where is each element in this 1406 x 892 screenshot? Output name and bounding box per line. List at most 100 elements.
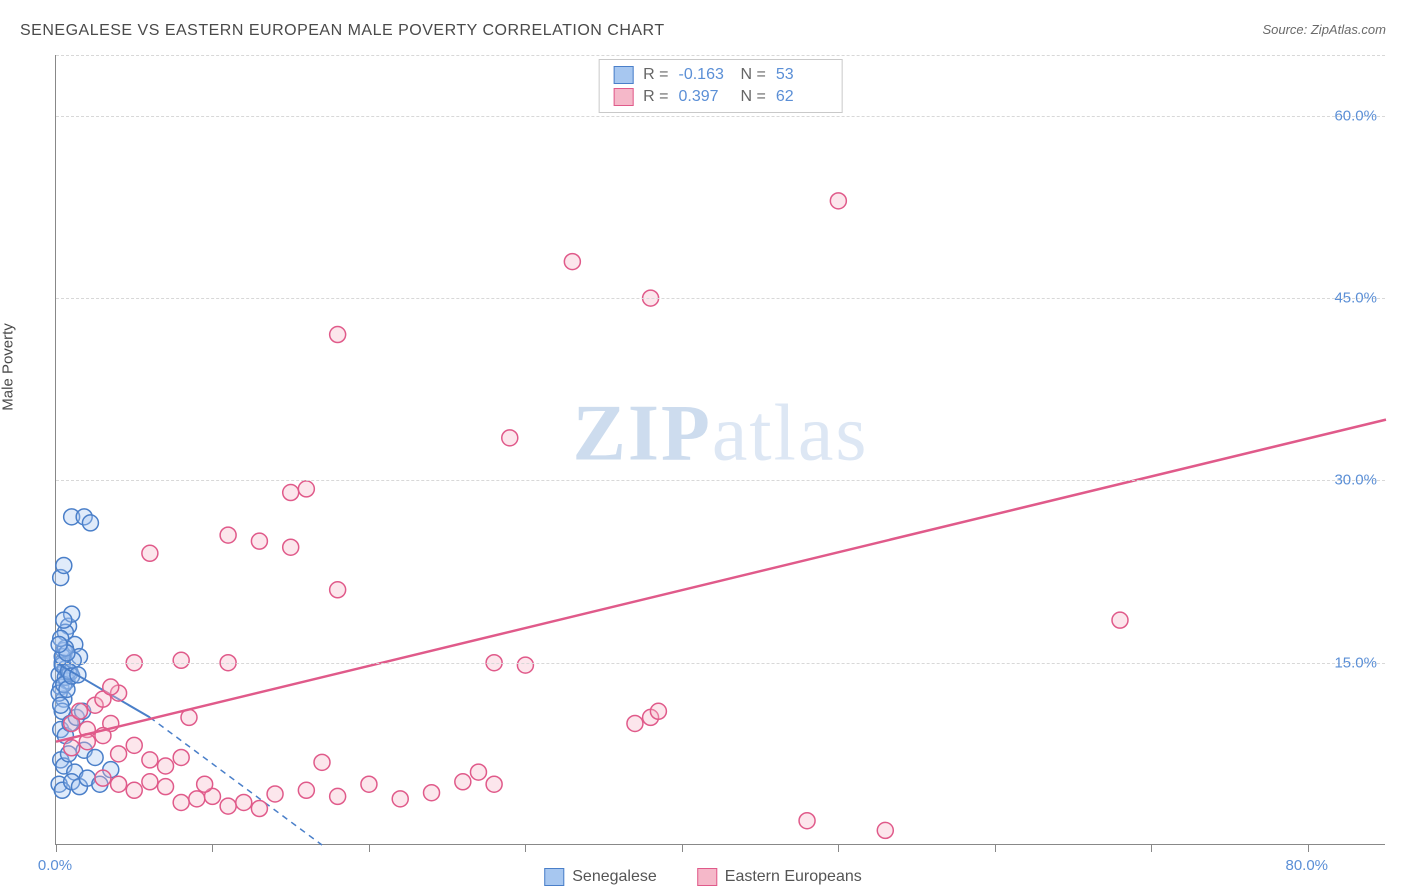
- scatter-point: [236, 794, 252, 810]
- scatter-point: [251, 533, 267, 549]
- scatter-point: [142, 752, 158, 768]
- scatter-point: [111, 776, 127, 792]
- series-legend: Senegalese Eastern Europeans: [544, 868, 862, 886]
- legend-label-senegalese: Senegalese: [572, 868, 657, 886]
- trend-line: [56, 420, 1386, 742]
- legend-row-eastern-european: R = 0.397 N = 62: [613, 88, 828, 106]
- r-value-senegalese: -0.163: [679, 66, 731, 84]
- swatch-senegalese: [544, 868, 564, 886]
- n-label: N =: [741, 88, 766, 106]
- scatter-point: [424, 785, 440, 801]
- scatter-point: [799, 813, 815, 829]
- source-name: ZipAtlas.com: [1311, 22, 1386, 37]
- scatter-point: [330, 582, 346, 598]
- scatter-point: [330, 788, 346, 804]
- n-value-senegalese: 53: [776, 66, 828, 84]
- x-tick: [212, 844, 213, 852]
- x-tick: [525, 844, 526, 852]
- scatter-point: [283, 485, 299, 501]
- x-tick-label: 0.0%: [38, 857, 72, 874]
- gridline: [56, 480, 1385, 481]
- scatter-point: [82, 515, 98, 531]
- swatch-senegalese: [613, 66, 633, 84]
- scatter-point: [64, 740, 80, 756]
- n-label: N =: [741, 66, 766, 84]
- scatter-point: [392, 791, 408, 807]
- n-value-eastern-european: 62: [776, 88, 828, 106]
- y-tick-label: 45.0%: [1334, 290, 1377, 307]
- scatter-point: [627, 715, 643, 731]
- scatter-point: [103, 679, 119, 695]
- scatter-point: [197, 776, 213, 792]
- gridline: [56, 663, 1385, 664]
- scatter-point: [517, 657, 533, 673]
- scatter-point: [267, 786, 283, 802]
- y-axis-label: Male Poverty: [0, 323, 17, 411]
- plot-area: ZIPatlas R = -0.163 N = 53 R = 0.397 N =…: [55, 55, 1385, 845]
- scatter-point: [142, 774, 158, 790]
- scatter-point: [111, 746, 127, 762]
- gridline: [56, 116, 1385, 117]
- chart-title: SENEGALESE VS EASTERN EUROPEAN MALE POVE…: [20, 22, 665, 40]
- scatter-point: [95, 770, 111, 786]
- scatter-point: [1112, 612, 1128, 628]
- scatter-point: [56, 612, 72, 628]
- x-tick: [682, 844, 683, 852]
- scatter-point: [298, 782, 314, 798]
- r-value-eastern-european: 0.397: [679, 88, 731, 106]
- legend-row-senegalese: R = -0.163 N = 53: [613, 66, 828, 84]
- scatter-point: [220, 527, 236, 543]
- correlation-legend: R = -0.163 N = 53 R = 0.397 N = 62: [598, 59, 843, 113]
- scatter-point: [53, 697, 69, 713]
- scatter-point: [126, 737, 142, 753]
- scatter-point: [502, 430, 518, 446]
- legend-item-senegalese: Senegalese: [544, 868, 657, 886]
- scatter-point: [173, 749, 189, 765]
- x-tick: [995, 844, 996, 852]
- x-tick: [838, 844, 839, 852]
- scatter-point: [564, 254, 580, 270]
- scatter-point: [56, 557, 72, 573]
- source-attribution: Source: ZipAtlas.com: [1262, 22, 1386, 37]
- r-label: R =: [643, 88, 668, 106]
- x-tick-label: 80.0%: [1285, 857, 1328, 874]
- scatter-point: [455, 774, 471, 790]
- scatter-point: [220, 798, 236, 814]
- scatter-point: [298, 481, 314, 497]
- x-tick: [1151, 844, 1152, 852]
- scatter-point: [650, 703, 666, 719]
- scatter-point: [189, 791, 205, 807]
- scatter-point: [361, 776, 377, 792]
- chart-svg: [56, 55, 1385, 844]
- scatter-point: [173, 652, 189, 668]
- y-tick-label: 60.0%: [1334, 107, 1377, 124]
- scatter-point: [486, 776, 502, 792]
- x-tick: [1308, 844, 1309, 852]
- y-tick-label: 30.0%: [1334, 472, 1377, 489]
- scatter-point: [314, 754, 330, 770]
- x-tick: [369, 844, 370, 852]
- swatch-eastern-european: [613, 88, 633, 106]
- gridline: [56, 55, 1385, 56]
- x-tick: [56, 844, 57, 852]
- r-label: R =: [643, 66, 668, 84]
- scatter-point: [158, 779, 174, 795]
- legend-label-eastern-european: Eastern Europeans: [725, 868, 862, 886]
- scatter-point: [87, 749, 103, 765]
- trend-line-extension: [150, 717, 322, 845]
- scatter-point: [51, 636, 67, 652]
- swatch-eastern-european: [697, 868, 717, 886]
- scatter-point: [173, 794, 189, 810]
- scatter-point: [470, 764, 486, 780]
- scatter-point: [830, 193, 846, 209]
- gridline: [56, 298, 1385, 299]
- scatter-point: [71, 703, 87, 719]
- scatter-point: [330, 327, 346, 343]
- scatter-point: [251, 801, 267, 817]
- scatter-point: [158, 758, 174, 774]
- source-prefix: Source:: [1262, 22, 1310, 37]
- scatter-point: [142, 545, 158, 561]
- scatter-point: [877, 822, 893, 838]
- scatter-point: [283, 539, 299, 555]
- legend-item-eastern-european: Eastern Europeans: [697, 868, 862, 886]
